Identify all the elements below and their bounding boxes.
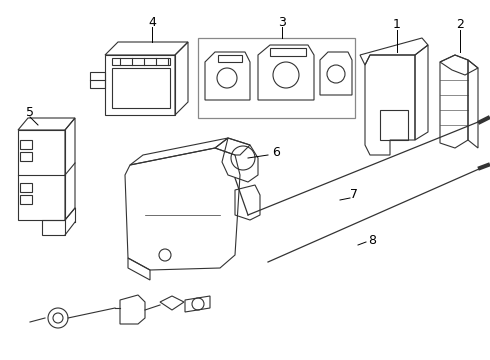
Text: 2: 2 [456,18,464,31]
Text: 6: 6 [272,147,280,159]
Text: 3: 3 [278,15,286,28]
Text: 7: 7 [350,189,358,202]
Text: 5: 5 [26,105,34,118]
Text: 8: 8 [368,234,376,247]
Text: 4: 4 [148,15,156,28]
Text: 1: 1 [393,18,401,31]
